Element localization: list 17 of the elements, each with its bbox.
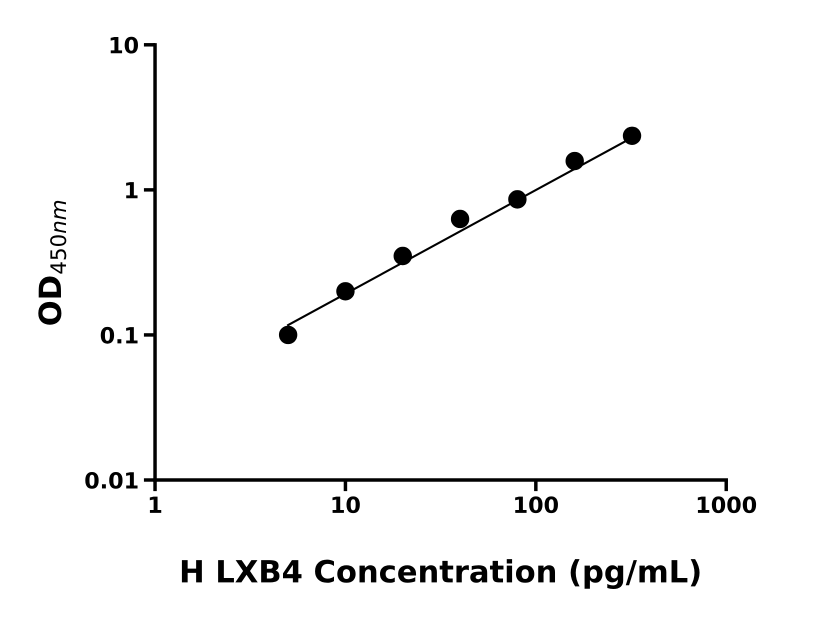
x-tick-label: 1	[150, 496, 162, 513]
point	[566, 152, 584, 170]
point	[394, 246, 412, 266]
point	[336, 282, 355, 300]
point	[278, 326, 298, 344]
point	[508, 190, 527, 209]
y-tick-label: 0.01	[85, 472, 138, 489]
point	[622, 126, 642, 145]
point	[450, 210, 470, 228]
x-tick-label: 100	[515, 496, 558, 514]
y-tick-label: 10	[110, 36, 138, 54]
x-tick-label: 1000	[698, 496, 756, 514]
y-tick-label: 1	[126, 182, 138, 198]
x-tick-label: 10	[332, 496, 360, 514]
y-axis-title: OD$_{450nm}$	[38, 200, 66, 325]
y-tick-label: 0.1	[100, 326, 138, 344]
x-axis-title: H LXB4 Concentration (pg/mL)	[182, 559, 700, 589]
